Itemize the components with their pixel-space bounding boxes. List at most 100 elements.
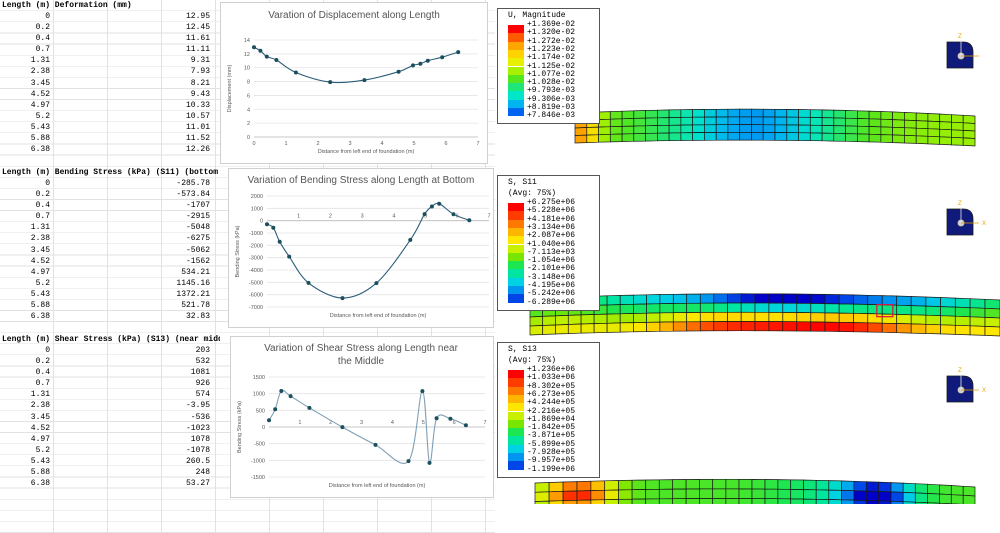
table-row[interactable]: 0 -285.78 [0, 178, 220, 189]
value-cell[interactable]: 534.21 [181, 267, 210, 277]
value-cell[interactable]: 521.78 [181, 301, 210, 311]
value-cell[interactable]: 9.43 [190, 89, 210, 99]
table-row[interactable]: 0 12.95 [0, 11, 220, 22]
table-row[interactable]: 0.4 11.61 [0, 33, 220, 44]
value-cell[interactable]: 11.01 [185, 122, 210, 132]
value-cell[interactable]: 10.33 [185, 100, 210, 110]
length-cell[interactable]: 5.43 [30, 122, 50, 132]
orientation-triad[interactable]: ZX [943, 366, 987, 410]
table-row[interactable]: 2.38 7.93 [0, 66, 220, 77]
value-cell[interactable]: 7.93 [190, 67, 210, 77]
chart-1[interactable]: Varation of Displacement along Length 0 2 4… [220, 2, 488, 164]
orientation-triad[interactable]: Z [943, 32, 987, 76]
length-cell[interactable]: 4.52 [30, 256, 50, 266]
value-cell[interactable]: 8.21 [190, 78, 210, 88]
table-header[interactable]: Length (m) Bending Stress (kPa) (S11) (b… [2, 168, 220, 177]
length-cell[interactable]: 5.2 [35, 278, 50, 288]
value-cell[interactable]: -536 [190, 412, 210, 422]
length-cell[interactable]: 6.38 [30, 479, 50, 489]
table-row[interactable]: 5.2 1145.16 [0, 278, 220, 289]
length-cell[interactable]: 0.7 [35, 379, 50, 389]
table-row[interactable]: 1.31 574 [0, 389, 220, 400]
table-row[interactable]: 4.52 -1562 [0, 256, 220, 267]
value-cell[interactable]: 11.61 [185, 34, 210, 44]
table-row[interactable]: 2.38 -6275 [0, 233, 220, 244]
table-row[interactable]: 5.43 1372.21 [0, 289, 220, 300]
value-cell[interactable]: -6275 [185, 234, 210, 244]
value-cell[interactable]: -573.84 [176, 190, 210, 200]
length-cell[interactable]: 2.38 [30, 234, 50, 244]
length-cell[interactable]: 4.97 [30, 434, 50, 444]
length-cell[interactable]: 0.4 [35, 34, 50, 44]
length-cell[interactable]: 4.97 [30, 100, 50, 110]
orientation-triad[interactable]: ZX [943, 199, 987, 243]
value-cell[interactable]: 926 [195, 379, 210, 389]
length-cell[interactable]: 0.4 [35, 201, 50, 211]
table-row[interactable]: 0.2 -573.84 [0, 189, 220, 200]
table-header[interactable]: Length (m) Shear Stress (kPa) (S13) (nea… [2, 335, 220, 344]
value-cell[interactable]: 12.26 [185, 145, 210, 155]
contour-legend[interactable]: S, S11 (Avg: 75%) +6.275e+06 +5.228e+06 +4.1… [497, 175, 600, 311]
value-cell[interactable]: 1078 [190, 434, 210, 444]
length-cell[interactable]: 2.38 [30, 67, 50, 77]
value-cell[interactable]: -285.78 [176, 179, 210, 188]
value-cell[interactable]: 11.52 [185, 134, 210, 144]
value-cell[interactable]: 574 [195, 390, 210, 400]
table-row[interactable]: 0.7 -2915 [0, 211, 220, 222]
length-cell[interactable]: 1.31 [30, 390, 50, 400]
table-row[interactable]: 5.88 521.78 [0, 300, 220, 311]
table-row[interactable]: 5.88 11.52 [0, 133, 220, 144]
length-cell[interactable]: 0.4 [35, 368, 50, 378]
length-cell[interactable]: 0 [45, 179, 50, 188]
table-row[interactable]: 0.2 532 [0, 356, 220, 367]
chart-3[interactable]: Variation of Shear Stress along Length n… [230, 336, 494, 498]
length-cell[interactable]: 5.43 [30, 289, 50, 299]
value-cell[interactable]: -1707 [185, 201, 210, 211]
table-header[interactable]: Length (m) Deformation (mm) [2, 1, 132, 10]
length-cell[interactable]: 5.88 [30, 301, 50, 311]
contour-legend[interactable]: U, Magnitude +1.369e-02 +1.320e-02 +1.272e-… [497, 8, 600, 125]
value-cell[interactable]: -2915 [185, 212, 210, 222]
length-cell[interactable]: 3.45 [30, 412, 50, 422]
table-row[interactable]: 5.88 248 [0, 467, 220, 478]
table-row[interactable]: 6.38 53.27 [0, 478, 220, 489]
length-cell[interactable]: 3.45 [30, 245, 50, 255]
length-cell[interactable]: 4.52 [30, 89, 50, 99]
length-cell[interactable]: 5.43 [30, 456, 50, 466]
table-row[interactable]: 4.52 9.43 [0, 89, 220, 100]
table-row[interactable]: 3.45 -5062 [0, 245, 220, 256]
length-cell[interactable]: 0.7 [35, 45, 50, 55]
table-row[interactable]: 0 203 [0, 345, 220, 356]
length-cell[interactable]: 1.31 [30, 56, 50, 66]
table-row[interactable]: 4.97 534.21 [0, 267, 220, 278]
table-row[interactable]: 3.45 8.21 [0, 78, 220, 89]
value-cell[interactable]: 32.83 [185, 312, 210, 322]
length-cell[interactable]: 5.88 [30, 468, 50, 478]
value-cell[interactable]: -3.95 [185, 401, 210, 411]
value-cell[interactable]: 53.27 [185, 479, 210, 489]
length-cell[interactable]: 0 [45, 12, 50, 21]
length-cell[interactable]: 5.2 [35, 445, 50, 455]
table-row[interactable]: 0.2 12.45 [0, 22, 220, 33]
table-row[interactable]: 5.2 10.57 [0, 111, 220, 122]
table-row[interactable]: 1.31 9.31 [0, 55, 220, 66]
value-cell[interactable]: 248 [195, 468, 210, 478]
value-cell[interactable]: 532 [195, 357, 210, 367]
table-row[interactable]: 6.38 12.26 [0, 144, 220, 155]
table-row[interactable]: 4.97 10.33 [0, 100, 220, 111]
length-cell[interactable]: 0.7 [35, 212, 50, 222]
table-row[interactable]: 3.45 -536 [0, 412, 220, 423]
table-row[interactable]: 4.52 -1023 [0, 423, 220, 434]
value-cell[interactable]: 12.45 [185, 23, 210, 33]
table-row[interactable]: 5.43 260.5 [0, 456, 220, 467]
table-row[interactable]: 0.4 1081 [0, 367, 220, 378]
length-cell[interactable]: 2.38 [30, 401, 50, 411]
value-cell[interactable]: 10.57 [185, 111, 210, 121]
table-row[interactable]: 0.7 926 [0, 378, 220, 389]
value-cell[interactable]: 9.31 [190, 56, 210, 66]
length-cell[interactable]: 5.88 [30, 134, 50, 144]
chart-2[interactable]: Variation of Bending Stress along Length… [228, 168, 494, 328]
length-cell[interactable]: 5.2 [35, 111, 50, 121]
value-cell[interactable]: -1078 [185, 445, 210, 455]
table-row[interactable]: 1.31 -5048 [0, 222, 220, 233]
